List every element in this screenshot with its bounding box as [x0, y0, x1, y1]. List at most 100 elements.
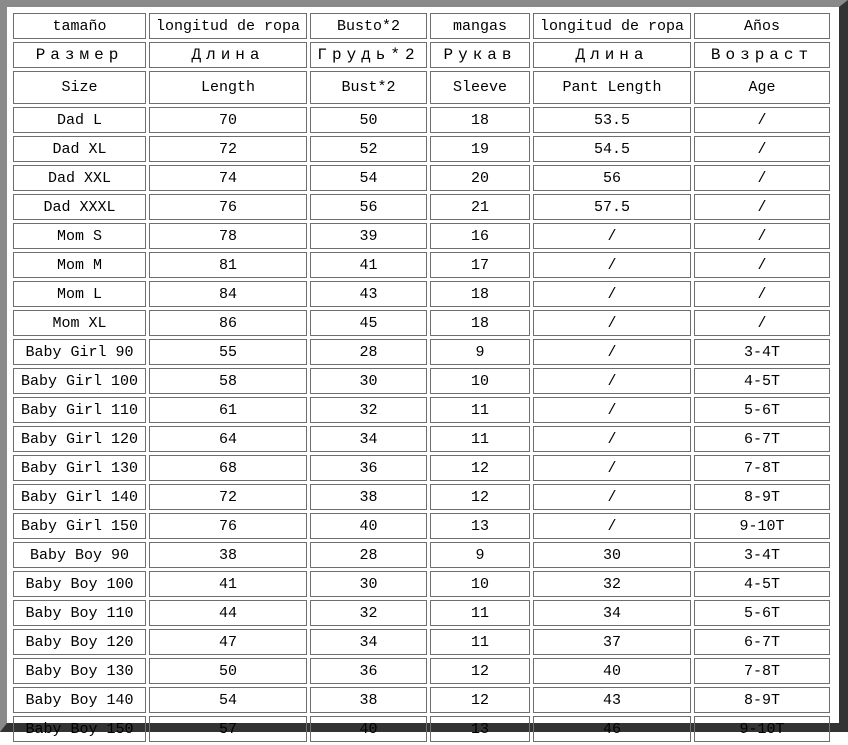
table-row-cell-bust: 32	[310, 600, 427, 626]
table-row: Mom S 78 39 16//	[13, 223, 830, 249]
table-row-cell-size: Dad XXL	[13, 165, 146, 191]
header-row-english-cell-length: Length	[149, 71, 307, 104]
header-row-spanish: tamaño longitud de ropa Busto*2 mangas longi…	[13, 13, 830, 39]
table-row-cell-sleeve: 10	[430, 571, 530, 597]
table-row-cell-size: Mom S	[13, 223, 146, 249]
table-row-cell-size: Dad XXXL	[13, 194, 146, 220]
table-row-cell-age: 3-4T	[694, 542, 830, 568]
table-row-cell-age: /	[694, 252, 830, 278]
header-row-spanish-cell-age: Años	[694, 13, 830, 39]
table-row-cell-size: Baby Boy 140	[13, 687, 146, 713]
table-row-cell-size: Baby Boy 90	[13, 542, 146, 568]
table-row-cell-bust: 36	[310, 455, 427, 481]
table-row: Mom XL 86 45 18//	[13, 310, 830, 336]
size-chart-table: tamaño longitud de ropa Busto*2 mangas longi…	[10, 10, 833, 745]
table-row-cell-age: 5-6T	[694, 600, 830, 626]
table-row-cell-age: 8-9T	[694, 484, 830, 510]
table-row-cell-sleeve: 11	[430, 397, 530, 423]
table-row-cell-size: Mom M	[13, 252, 146, 278]
table-row: Baby Girl 130 68 36 12/7-8T	[13, 455, 830, 481]
table-row-cell-pant-length: /	[533, 310, 691, 336]
table-row-cell-pant-length: /	[533, 455, 691, 481]
table-row-cell-size: Baby Boy 120	[13, 629, 146, 655]
table-row-cell-length: 76	[149, 194, 307, 220]
header-row-russian-cell-sleeve: Рукав	[430, 42, 530, 68]
table-row-cell-sleeve: 12	[430, 658, 530, 684]
table-row-cell-pant-length: /	[533, 513, 691, 539]
table-row-cell-age: /	[694, 281, 830, 307]
header-row-english-cell-sleeve: Sleeve	[430, 71, 530, 104]
table-row-cell-bust: 56	[310, 194, 427, 220]
table-row-cell-length: 84	[149, 281, 307, 307]
table-row-cell-sleeve: 10	[430, 368, 530, 394]
table-row-cell-age: /	[694, 136, 830, 162]
table-row: Dad L 70 50 18 53.5/	[13, 107, 830, 133]
table-row-cell-size: Dad XL	[13, 136, 146, 162]
table-row-cell-length: 50	[149, 658, 307, 684]
table-row-cell-size: Baby Boy 150	[13, 716, 146, 742]
table-row-cell-bust: 36	[310, 658, 427, 684]
table-row: Mom L 84 43 18//	[13, 281, 830, 307]
table-row-cell-length: 61	[149, 397, 307, 423]
table-row-cell-age: 3-4T	[694, 339, 830, 365]
table-row-cell-sleeve: 18	[430, 107, 530, 133]
table-row: Baby Girl 110 61 32 11/5-6T	[13, 397, 830, 423]
table-row: Baby Boy 100 41 30 10 32 4-5T	[13, 571, 830, 597]
table-row-cell-size: Baby Girl 130	[13, 455, 146, 481]
table-row-cell-age: /	[694, 223, 830, 249]
table-row-cell-age: 7-8T	[694, 455, 830, 481]
table-row: Baby Boy 140 54 38 12 43 8-9T	[13, 687, 830, 713]
header-row-russian-cell-bust: Грудь*2	[310, 42, 427, 68]
table-row-cell-pant-length: /	[533, 484, 691, 510]
table-row-cell-length: 86	[149, 310, 307, 336]
table-row-cell-length: 70	[149, 107, 307, 133]
table-row-cell-sleeve: 12	[430, 455, 530, 481]
table-row-cell-length: 41	[149, 571, 307, 597]
table-row-cell-pant-length: 46	[533, 716, 691, 742]
table-row: Baby Boy 110 44 32 11 34 5-6T	[13, 600, 830, 626]
table-row-cell-sleeve: 18	[430, 310, 530, 336]
table-row-cell-sleeve: 13	[430, 513, 530, 539]
table-row-cell-bust: 40	[310, 513, 427, 539]
table-row-cell-pant-length: /	[533, 339, 691, 365]
table-row-cell-bust: 32	[310, 397, 427, 423]
table-row: Baby Girl 140 72 38 12/8-9T	[13, 484, 830, 510]
table-row-cell-pant-length: /	[533, 223, 691, 249]
table-row-cell-size: Baby Girl 100	[13, 368, 146, 394]
header-row-russian-cell-size: Размер	[13, 42, 146, 68]
table-row-cell-bust: 28	[310, 542, 427, 568]
table-row-cell-pant-length: /	[533, 252, 691, 278]
table-row-cell-bust: 30	[310, 571, 427, 597]
table-row: Dad XL 72 52 19 54.5/	[13, 136, 830, 162]
header-row-spanish-cell-size: tamaño	[13, 13, 146, 39]
table-row: Baby Boy 90 38 28 9 30 3-4T	[13, 542, 830, 568]
table-row-cell-sleeve: 18	[430, 281, 530, 307]
table-row-cell-bust: 52	[310, 136, 427, 162]
header-row-spanish-cell-bust: Busto*2	[310, 13, 427, 39]
table-row-cell-sleeve: 16	[430, 223, 530, 249]
table-row-cell-size: Baby Girl 90	[13, 339, 146, 365]
table-row-cell-age: /	[694, 194, 830, 220]
table-row-cell-length: 38	[149, 542, 307, 568]
header-row-spanish-cell-sleeve: mangas	[430, 13, 530, 39]
table-row-cell-bust: 41	[310, 252, 427, 278]
table-row-cell-length: 44	[149, 600, 307, 626]
table-row-cell-size: Mom XL	[13, 310, 146, 336]
table-row-cell-pant-length: 40	[533, 658, 691, 684]
table-row-cell-size: Baby Girl 140	[13, 484, 146, 510]
table-row-cell-bust: 34	[310, 629, 427, 655]
header-row-english-cell-bust: Bust*2	[310, 71, 427, 104]
table-row-cell-age: 8-9T	[694, 687, 830, 713]
table-row-cell-pant-length: 57.5	[533, 194, 691, 220]
header-row-spanish-cell-length: longitud de ropa	[149, 13, 307, 39]
table-row: Baby Girl 100 58 30 10/4-5T	[13, 368, 830, 394]
table-row-cell-size: Baby Boy 130	[13, 658, 146, 684]
table-row-cell-age: /	[694, 107, 830, 133]
header-row-russian-cell-length: Длина	[149, 42, 307, 68]
table-row-cell-pant-length: /	[533, 397, 691, 423]
table-row-cell-sleeve: 12	[430, 687, 530, 713]
header-row-english-cell-pant-length: Pant Length	[533, 71, 691, 104]
table-row-cell-sleeve: 9	[430, 339, 530, 365]
table-row-cell-pant-length: 43	[533, 687, 691, 713]
